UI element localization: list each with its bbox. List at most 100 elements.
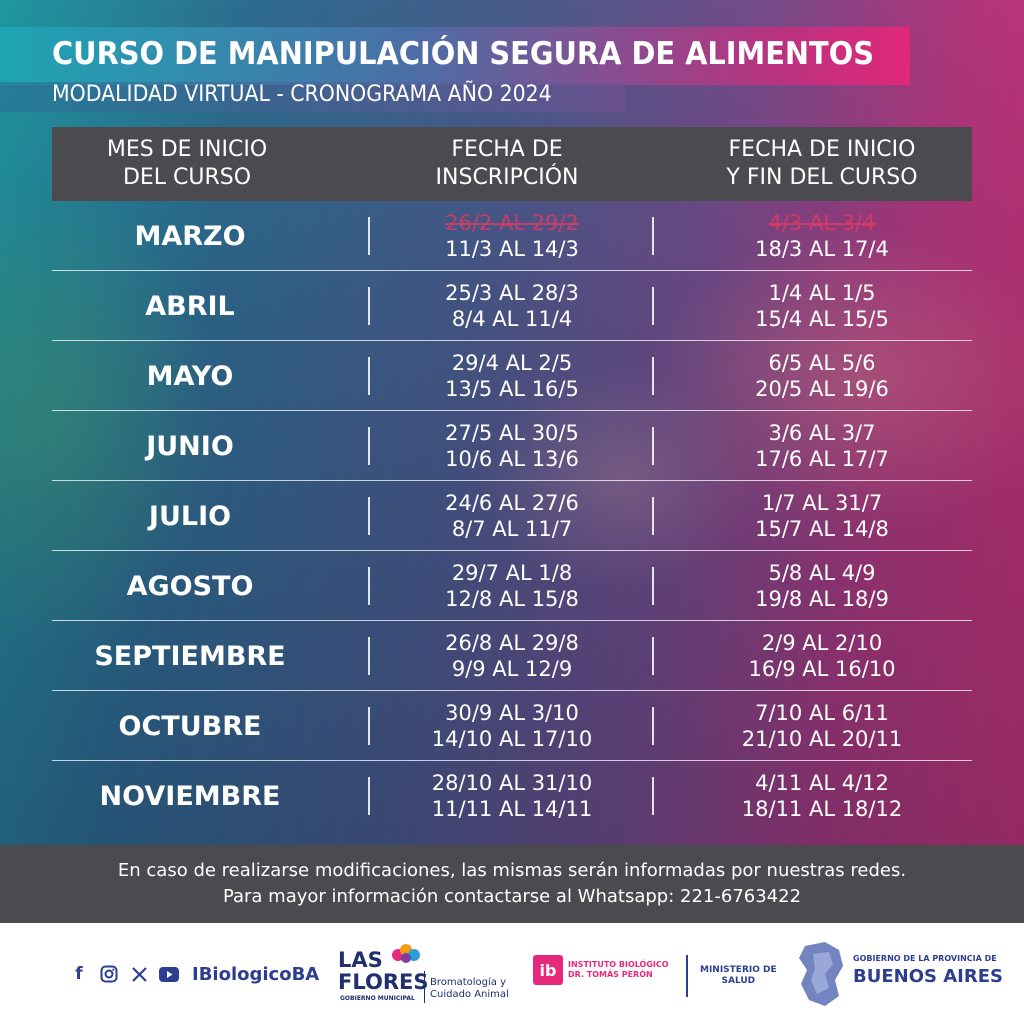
provincia-line2: BUENOS AIRES <box>853 966 1003 987</box>
facebook-icon[interactable]: f <box>75 964 83 984</box>
column-header-inscripcion: FECHA DE INSCRIPCIÓN <box>435 137 579 190</box>
column-divider <box>368 427 370 465</box>
month-label: JUNIO <box>146 430 234 462</box>
inscripcion-cell: 28/10 AL 31/10 11/11 AL 14/11 <box>382 761 642 831</box>
curso-cell: 6/5 AL 5/6 20/5 AL 19/6 <box>692 341 952 411</box>
date-range: 11/11 AL 14/11 <box>431 797 593 821</box>
provincia-logo: GOBIERNO DE LA PROVINCIA DE BUENOS AIRES <box>795 940 1003 1010</box>
column-divider <box>652 217 654 255</box>
subtitle-band <box>0 82 625 112</box>
date-range: 5/8 AL 4/9 <box>768 561 876 585</box>
table-row: MARZO 26/2 AL 29/2 11/3 AL 14/3 4/3 AL 3… <box>52 201 972 271</box>
inscripcion-cell: 26/8 AL 29/8 9/9 AL 12/9 <box>382 621 642 691</box>
date-range: 19/8 AL 18/9 <box>755 587 889 611</box>
column-divider <box>652 497 654 535</box>
column-divider <box>652 357 654 395</box>
column-header-curso: FECHA DE INICIO Y FIN DEL CURSO <box>726 137 918 190</box>
curso-cell: 3/6 AL 3/7 17/6 AL 17/7 <box>692 411 952 481</box>
logo-divider <box>686 955 688 997</box>
curso-cell: 4/11 AL 4/12 18/11 AL 18/12 <box>692 761 952 831</box>
title-band <box>0 27 910 85</box>
date-range: 28/10 AL 31/10 <box>431 771 593 795</box>
flower-mark-icon <box>392 944 420 963</box>
schedule-table: MARZO 26/2 AL 29/2 11/3 AL 14/3 4/3 AL 3… <box>52 201 972 831</box>
column-divider <box>652 707 654 745</box>
table-row: OCTUBRE 30/9 AL 3/10 14/10 AL 17/10 7/10… <box>52 691 972 761</box>
social-links: f IBiologicoBA <box>68 963 319 985</box>
date-range: 27/5 AL 30/5 <box>445 421 579 445</box>
column-divider <box>368 217 370 255</box>
date-range: 13/5 AL 16/5 <box>445 377 579 401</box>
month-label: MAYO <box>146 360 234 392</box>
date-range: 9/9 AL 12/9 <box>451 657 573 681</box>
table-row: SEPTIEMBRE 26/8 AL 29/8 9/9 AL 12/9 2/9 … <box>52 621 972 691</box>
month-label: AGOSTO <box>126 570 254 602</box>
month-label: ABRIL <box>145 290 235 322</box>
date-range: 15/4 AL 15/5 <box>755 307 889 331</box>
column-divider <box>652 637 654 675</box>
curso-cell: 5/8 AL 4/9 19/8 AL 18/9 <box>692 551 952 621</box>
cancelled-date: 4/3 AL 3/4 <box>768 211 876 235</box>
social-handle[interactable]: IBiologicoBA <box>192 963 320 985</box>
column-divider <box>368 357 370 395</box>
inscripcion-cell: 24/6 AL 27/6 8/7 AL 11/7 <box>382 481 642 551</box>
column-divider <box>368 707 370 745</box>
notice-line-2: Para mayor información contactarse al Wh… <box>222 886 802 907</box>
month-label: OCTUBRE <box>118 710 262 742</box>
table-header: MES DE INICIO DEL CURSO FECHA DE INSCRIP… <box>52 127 972 201</box>
date-range: 2/9 AL 2/10 <box>761 631 883 655</box>
page-title: CURSO DE MANIPULACIÓN SEGURA DE ALIMENTO… <box>52 36 874 72</box>
date-range: 1/7 AL 31/7 <box>761 491 883 515</box>
date-range: 4/11 AL 4/12 <box>755 771 889 795</box>
date-range: 24/6 AL 27/6 <box>445 491 579 515</box>
date-range: 16/9 AL 16/10 <box>748 657 896 681</box>
cancelled-date: 26/2 AL 29/2 <box>445 211 579 235</box>
ib-mark-icon: ib <box>533 955 563 985</box>
ministerio-label: MINISTERIO DE SALUD <box>700 965 777 986</box>
date-range: 18/11 AL 18/12 <box>741 797 903 821</box>
date-range: 10/6 AL 13/6 <box>445 447 579 471</box>
month-label: SEPTIEMBRE <box>94 640 286 672</box>
date-range: 1/4 AL 1/5 <box>768 281 876 305</box>
column-divider <box>652 567 654 605</box>
inscripcion-cell: 25/3 AL 28/3 8/4 AL 11/4 <box>382 271 642 341</box>
inscripcion-cell: 29/7 AL 1/8 12/8 AL 15/8 <box>382 551 642 621</box>
date-range: 3/6 AL 3/7 <box>768 421 876 445</box>
curso-cell: 7/10 AL 6/11 21/10 AL 20/11 <box>692 691 952 761</box>
month-label: NOVIEMBRE <box>99 780 281 812</box>
date-range: 26/8 AL 29/8 <box>445 631 579 655</box>
column-divider <box>368 637 370 675</box>
date-range: 29/7 AL 1/8 <box>451 561 573 585</box>
date-range: 6/5 AL 5/6 <box>768 351 876 375</box>
column-divider <box>368 777 370 815</box>
date-range: 30/9 AL 3/10 <box>445 701 579 725</box>
column-divider <box>652 287 654 325</box>
date-range: 14/10 AL 17/10 <box>431 727 593 751</box>
column-divider <box>652 427 654 465</box>
date-range: 29/4 AL 2/5 <box>451 351 573 375</box>
curso-cell: 1/7 AL 31/7 15/7 AL 14/8 <box>692 481 952 551</box>
inscripcion-cell: 29/4 AL 2/5 13/5 AL 16/5 <box>382 341 642 411</box>
notice-line-1: En caso de realizarse modificaciones, la… <box>117 860 907 881</box>
curso-cell: 1/4 AL 1/5 15/4 AL 15/5 <box>692 271 952 341</box>
column-divider <box>652 777 654 815</box>
youtube-icon[interactable] <box>158 963 180 985</box>
date-range: 21/10 AL 20/11 <box>741 727 903 751</box>
table-row: JUNIO 27/5 AL 30/5 10/6 AL 13/6 3/6 AL 3… <box>52 411 972 481</box>
page-subtitle: MODALIDAD VIRTUAL - CRONOGRAMA AÑO 2024 <box>52 82 552 107</box>
date-range: 17/6 AL 17/7 <box>755 447 889 471</box>
instagram-icon[interactable] <box>98 963 120 985</box>
table-row: ABRIL 25/3 AL 28/3 8/4 AL 11/4 1/4 AL 1/… <box>52 271 972 341</box>
instituto-name: INSTITUTO BIOLÓGICO DR. TOMÁS PERÓN <box>568 960 669 979</box>
curso-cell: 4/3 AL 3/4 18/3 AL 17/4 <box>692 201 952 271</box>
inscripcion-cell: 27/5 AL 30/5 10/6 AL 13/6 <box>382 411 642 481</box>
date-range: 15/7 AL 14/8 <box>755 517 889 541</box>
curso-cell: 2/9 AL 2/10 16/9 AL 16/10 <box>692 621 952 691</box>
inscripcion-cell: 26/2 AL 29/2 11/3 AL 14/3 <box>382 201 642 271</box>
las-flores-name: LAS FLORES <box>338 948 429 994</box>
column-divider <box>368 497 370 535</box>
date-range: 11/3 AL 14/3 <box>445 237 579 261</box>
provincia-map-icon <box>799 942 843 1006</box>
x-icon[interactable] <box>128 963 150 985</box>
date-range: 12/8 AL 15/8 <box>445 587 579 611</box>
